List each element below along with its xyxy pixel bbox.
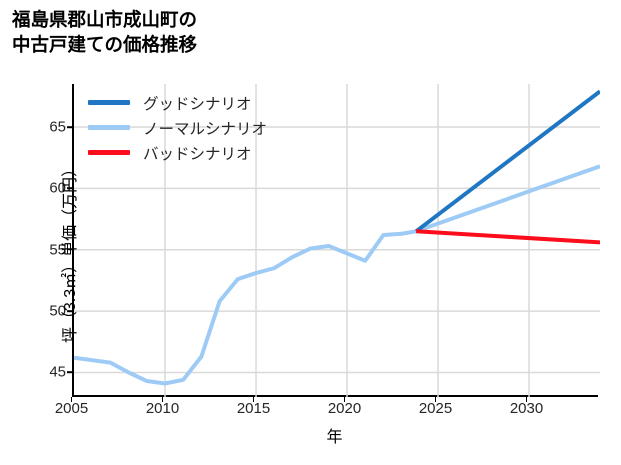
- legend-item: ノーマルシナリオ: [88, 115, 267, 140]
- x-tick-label: 2030: [509, 400, 544, 417]
- x-tick-mark: [525, 397, 528, 402]
- x-tick-label: 2015: [236, 400, 271, 417]
- x-tick-label: 2010: [145, 400, 180, 417]
- x-tick-mark: [161, 397, 164, 402]
- x-tick-label: 2020: [327, 400, 362, 417]
- x-tick-mark: [434, 397, 437, 402]
- x-tick-mark: [343, 397, 346, 402]
- legend-item: バッドシナリオ: [88, 140, 267, 165]
- chart-legend: グッドシナリオ ノーマルシナリオ バッドシナリオ: [88, 88, 267, 165]
- plot-area: [71, 84, 600, 397]
- x-tick-label: 2025: [418, 400, 453, 417]
- grid-lines: [73, 84, 600, 397]
- series-lines: [73, 89, 600, 386]
- legend-color-swatch: [88, 100, 130, 105]
- legend-item-label: バッドシナリオ: [143, 145, 252, 163]
- x-tick-label: 2005: [54, 400, 89, 417]
- x-axis-label: 年: [326, 429, 343, 446]
- legend-item-label: グッドシナリオ: [143, 95, 252, 113]
- x-tick-mark: [252, 397, 255, 402]
- chart-title: 福島県郡山市成山町の 中古戸建ての価格推移: [12, 9, 198, 55]
- legend-color-swatch: [88, 150, 130, 155]
- legend-color-swatch: [88, 125, 130, 130]
- legend-item-label: ノーマルシナリオ: [143, 120, 268, 138]
- legend-item: グッドシナリオ: [88, 90, 267, 115]
- y-axis-label: 坪（3.3㎡）単価（万円）: [62, 160, 79, 344]
